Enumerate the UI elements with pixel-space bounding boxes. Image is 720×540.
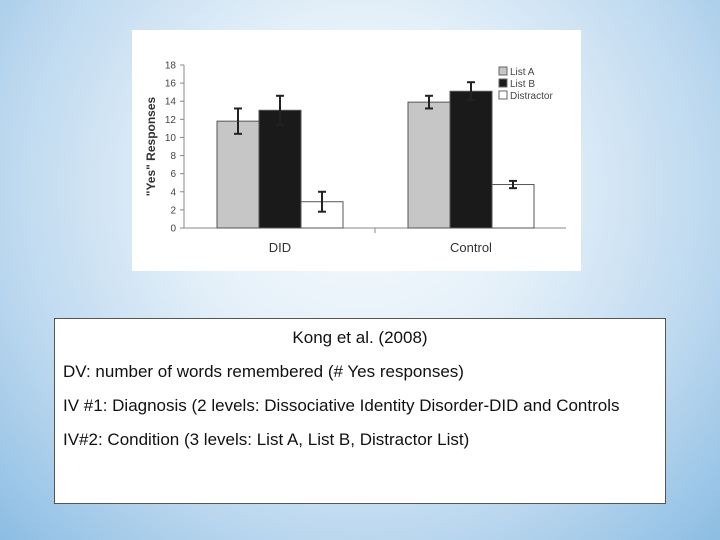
bar-list-b-control <box>449 90 493 229</box>
y-tick-label: 14 <box>165 97 177 108</box>
legend-swatch <box>498 66 508 76</box>
y-tick-label: 8 <box>170 151 176 162</box>
bar-list-a-did <box>216 120 260 229</box>
legend-label: Distractor <box>510 91 553 102</box>
study-description-box: Kong et al. (2008) DV: number of words r… <box>54 318 666 504</box>
y-tick-label: 4 <box>170 187 176 198</box>
iv1-description: IV #1: Diagnosis (2 levels: Dissociative… <box>63 396 620 415</box>
legend-label: List B <box>510 79 535 90</box>
y-tick-label: 0 <box>170 224 176 235</box>
iv2-description: IV#2: Condition (3 levels: List A, List … <box>63 430 470 449</box>
legend-swatch <box>498 90 508 100</box>
y-tick-label: 16 <box>165 79 177 90</box>
y-tick-label: 18 <box>165 61 177 72</box>
study-citation: Kong et al. (2008) <box>292 328 428 347</box>
legend-swatch <box>498 78 508 88</box>
x-tick-label: Control <box>450 240 492 255</box>
legend-label: List A <box>510 67 535 78</box>
y-axis-label: "Yes" Responses <box>144 96 158 196</box>
y-tick-label: 10 <box>165 133 177 144</box>
y-tick-label: 6 <box>170 169 176 180</box>
bar-distractor-control <box>491 184 535 229</box>
dv-description: DV: number of words remembered (# Yes re… <box>63 362 464 381</box>
y-tick-label: 2 <box>170 205 176 216</box>
bar-chart: 0 2 4 6 8 10 12 14 16 18 "Yes" Responses DID Control… <box>144 61 566 255</box>
x-tick-label: DID <box>269 240 291 255</box>
bar-list-a-control <box>407 101 451 229</box>
chart-panel: 0 2 4 6 8 10 12 14 16 18 "Yes" Responses DID Control… <box>132 30 581 271</box>
y-tick-label: 12 <box>165 115 177 126</box>
bar-list-b-did <box>258 109 302 229</box>
